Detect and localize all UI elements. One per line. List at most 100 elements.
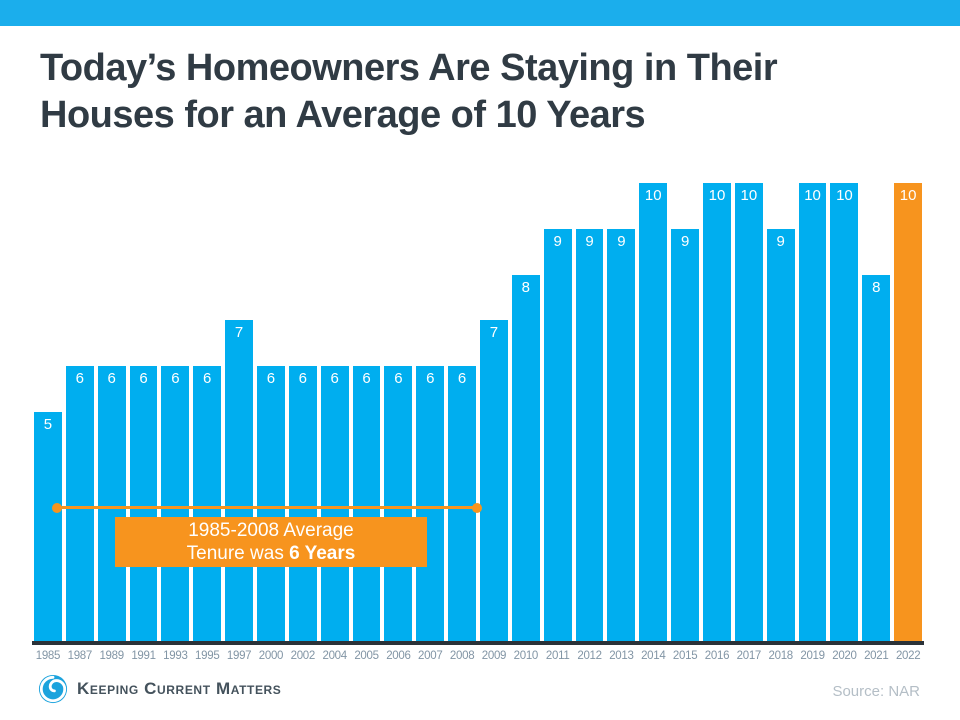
bar-2015: 9 bbox=[671, 228, 700, 641]
bar-2009: 7 bbox=[480, 320, 508, 641]
callout-line2-regular: Tenure was bbox=[186, 543, 290, 564]
x-tick-2019: 2019 bbox=[800, 650, 825, 662]
kcm-swirl-icon bbox=[38, 674, 68, 704]
bar-2014: 10 bbox=[639, 183, 668, 641]
bar-value-label-1991: 6 bbox=[139, 370, 148, 388]
x-tick-1985: 1985 bbox=[35, 650, 61, 662]
bar-2016: 10 bbox=[703, 183, 731, 641]
bar-value-label-1997: 7 bbox=[234, 324, 244, 342]
x-tick-1993: 1993 bbox=[163, 650, 188, 662]
x-tick-2011: 2011 bbox=[545, 650, 570, 662]
bar-value-label-2006: 6 bbox=[394, 370, 403, 388]
bar-1993: 6 bbox=[161, 366, 190, 641]
bar-value-label-2022: 10 bbox=[899, 187, 917, 204]
x-tick-2012: 2012 bbox=[577, 650, 602, 662]
x-tick-2002: 2002 bbox=[290, 650, 316, 662]
bar-value-label-2007: 6 bbox=[426, 370, 435, 388]
bar-2012: 9 bbox=[575, 228, 604, 641]
bar-2005: 6 bbox=[352, 366, 381, 641]
x-tick-2007: 2007 bbox=[418, 650, 443, 662]
callout-line1: 1985-2008 Average bbox=[188, 520, 354, 541]
bar-2019: 10 bbox=[798, 183, 827, 641]
x-tick-2004: 2004 bbox=[322, 650, 347, 662]
bar-2010: 8 bbox=[511, 274, 540, 641]
bar-1991: 6 bbox=[129, 366, 158, 641]
bar-value-label-2013: 9 bbox=[617, 232, 626, 250]
bar-2004: 6 bbox=[320, 366, 349, 641]
bar-value-label-1989: 6 bbox=[107, 370, 116, 388]
bar-value-label-2014: 10 bbox=[644, 187, 662, 204]
logo-wordmark: Keeping Current Matters bbox=[77, 679, 282, 698]
bar-value-label-2017: 10 bbox=[740, 187, 758, 204]
bar-2011: 9 bbox=[543, 228, 572, 641]
bar-2020: 10 bbox=[830, 183, 859, 641]
x-tick-2022: 2022 bbox=[895, 650, 921, 662]
x-tick-2006: 2006 bbox=[386, 650, 411, 662]
x-tick-2013: 2013 bbox=[609, 650, 634, 662]
x-tick-1987: 1987 bbox=[67, 650, 93, 662]
bar-value-label-2009: 7 bbox=[489, 324, 499, 342]
x-tick-2016: 2016 bbox=[704, 650, 730, 662]
bar-value-label-1985: 5 bbox=[43, 416, 53, 433]
x-tick-1995: 1995 bbox=[195, 650, 220, 662]
x-axis-line bbox=[32, 641, 924, 645]
bar-value-label-2008: 6 bbox=[457, 370, 467, 388]
bar-2006: 6 bbox=[384, 366, 413, 641]
x-tick-2015: 2015 bbox=[672, 650, 698, 662]
x-tick-2021: 2021 bbox=[864, 650, 889, 662]
x-tick-2000: 2000 bbox=[258, 650, 284, 662]
x-tick-2005: 2005 bbox=[354, 650, 379, 662]
bar-value-label-2004: 6 bbox=[330, 370, 339, 388]
bar-1997: 7 bbox=[225, 320, 254, 641]
title-line1: Today’s Homeowners Are Staying in Their bbox=[40, 47, 778, 89]
average-tenure-line bbox=[52, 502, 482, 513]
bar-2017: 10 bbox=[734, 183, 763, 641]
bar-2008: 6 bbox=[448, 366, 477, 641]
x-tick-2017: 2017 bbox=[736, 650, 762, 662]
bar-value-label-1987: 6 bbox=[75, 370, 84, 388]
bar-value-label-2012: 9 bbox=[585, 232, 594, 250]
bar-1995: 6 bbox=[193, 366, 222, 641]
bar-2007: 6 bbox=[416, 366, 445, 641]
bar-value-label-2000: 6 bbox=[266, 370, 276, 388]
x-tick-2020: 2020 bbox=[832, 650, 857, 662]
bar-2002: 6 bbox=[288, 366, 317, 641]
page-title: Today’s Homeowners Are Staying in Their H… bbox=[40, 45, 920, 139]
x-tick-2010: 2010 bbox=[513, 650, 539, 662]
x-tick-2018: 2018 bbox=[768, 650, 794, 662]
bar-value-label-2018: 9 bbox=[776, 232, 785, 250]
bar-value-label-2010: 8 bbox=[521, 278, 530, 296]
bar-value-label-2016: 10 bbox=[708, 187, 726, 204]
x-tick-1997: 1997 bbox=[226, 650, 252, 662]
x-tick-2009: 2009 bbox=[481, 650, 507, 662]
line-endpoint-right-dot bbox=[472, 502, 482, 513]
top-accent-bar bbox=[0, 0, 960, 26]
bar-1985: 5 bbox=[34, 412, 62, 641]
bar-value-label-2020: 10 bbox=[836, 187, 853, 204]
line-endpoint-left-dot bbox=[52, 502, 62, 513]
bar-2022: 10 bbox=[894, 183, 923, 641]
bar-1989: 6 bbox=[97, 366, 126, 641]
bar-value-label-2005: 6 bbox=[362, 370, 371, 388]
bar-2000: 6 bbox=[257, 366, 285, 641]
bar-1987: 6 bbox=[65, 366, 94, 641]
bar-2013: 9 bbox=[607, 228, 636, 641]
callout-line2: Tenure was 6 Years bbox=[115, 542, 427, 565]
callout-line2-bold: 6 Years bbox=[289, 543, 356, 564]
x-tick-1989: 1989 bbox=[99, 650, 124, 662]
kcm-logo: Keeping Current Matters bbox=[38, 674, 281, 704]
bar-2021: 8 bbox=[862, 274, 891, 641]
bar-value-label-2021: 8 bbox=[872, 278, 881, 296]
bar-value-label-2015: 9 bbox=[680, 232, 690, 250]
bar-value-label-1993: 6 bbox=[171, 370, 180, 388]
bar-value-label-2002: 6 bbox=[298, 370, 307, 388]
x-axis-labels: 1985 1987 1989 1991 1993 1995 1997 2000 2002 2004… bbox=[34, 650, 922, 662]
x-tick-2014: 2014 bbox=[641, 650, 666, 662]
source-attribution: Source: NAR bbox=[832, 683, 920, 700]
bar-value-label-2019: 10 bbox=[804, 187, 821, 204]
x-tick-2008: 2008 bbox=[449, 650, 475, 662]
x-tick-1991: 1991 bbox=[131, 650, 156, 662]
bar-value-label-1995: 6 bbox=[203, 370, 212, 388]
title-line2: Houses for an Average of 10 Years bbox=[40, 94, 646, 136]
